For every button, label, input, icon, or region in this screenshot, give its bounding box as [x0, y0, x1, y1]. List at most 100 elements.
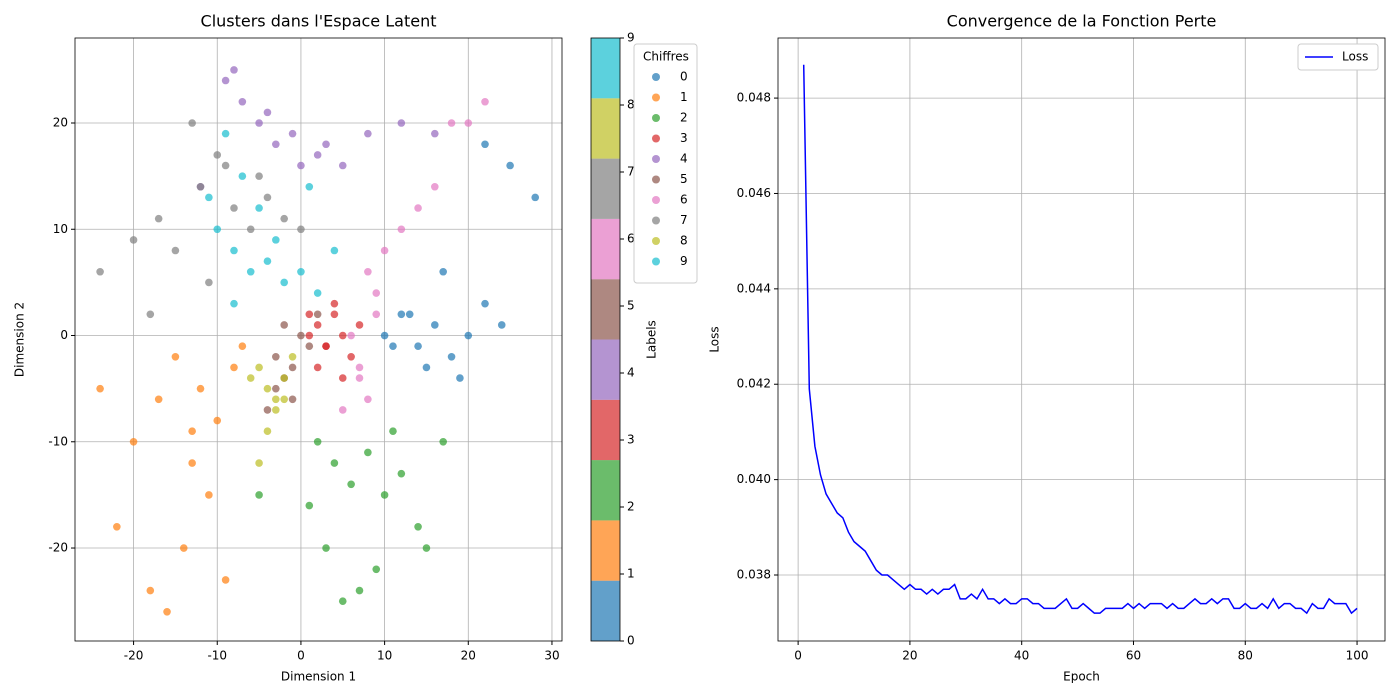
- scatter-point: [313, 321, 322, 329]
- legend-label: 9: [680, 254, 688, 268]
- legend-title: Chiffres: [643, 50, 689, 64]
- scatter-point: [364, 129, 372, 138]
- colorbar-segment: [591, 279, 620, 340]
- y-tick-label: 0.048: [737, 91, 771, 105]
- scatter-point: [364, 448, 372, 457]
- scatter-point: [263, 427, 272, 435]
- legend-label: 3: [680, 131, 688, 145]
- scatter-point: [146, 586, 155, 595]
- legend-label: 4: [680, 152, 688, 166]
- scatter-point: [380, 331, 389, 340]
- legend-box: [1297, 43, 1379, 71]
- scatter-point: [255, 172, 263, 180]
- scatter-point: [355, 363, 364, 372]
- scatter-point: [431, 321, 439, 329]
- scatter-point: [280, 278, 288, 287]
- colorbar-segment: [591, 218, 620, 280]
- scatter-point: [322, 544, 330, 552]
- x-axis-label: Epoch: [1063, 670, 1100, 684]
- scatter-point: [272, 352, 280, 361]
- plot-frame: [74, 37, 563, 642]
- scatter-point: [305, 342, 314, 350]
- scatter-point: [263, 384, 272, 393]
- x-tick-label: 60: [1126, 649, 1141, 663]
- scatter-point: [414, 342, 422, 350]
- scatter-point: [397, 119, 406, 127]
- colorbar-segment: [591, 38, 620, 99]
- colorbar-tick-label: 7: [627, 165, 635, 179]
- colorbar-label: Labels: [645, 320, 659, 359]
- colorbar-segment: [591, 339, 620, 400]
- scatter-point: [288, 352, 297, 361]
- legend-marker: [652, 73, 660, 81]
- colorbar-segment: [591, 460, 620, 521]
- scatter-point: [255, 204, 263, 212]
- x-tick-label: 30: [544, 649, 559, 663]
- scatter-point: [154, 214, 163, 223]
- legend-marker: [652, 216, 660, 225]
- chart-title: Clusters dans l'Espace Latent: [201, 12, 437, 31]
- scatter-point: [380, 491, 389, 499]
- scatter-point: [272, 406, 280, 414]
- x-tick-label: 0: [794, 649, 802, 663]
- scatter-point: [255, 459, 263, 467]
- scatter-point: [414, 522, 422, 531]
- scatter-point: [255, 363, 263, 372]
- scatter-point: [313, 363, 322, 372]
- scatter-point: [188, 427, 196, 435]
- y-tick-label: 10: [53, 222, 68, 236]
- scatter-point: [205, 278, 213, 287]
- scatter-point: [330, 459, 339, 467]
- y-tick-label: 0.046: [737, 186, 771, 200]
- scatter-point: [96, 267, 104, 276]
- scatter-point: [238, 342, 247, 350]
- legend-marker: [652, 93, 660, 102]
- plot-frame: [777, 37, 1386, 642]
- scatter-point: [288, 395, 297, 404]
- scatter-point: [456, 374, 464, 382]
- scatter-point: [347, 352, 355, 361]
- scatter-point: [113, 522, 121, 531]
- scatter-point: [230, 246, 238, 255]
- legend-label: 8: [680, 234, 688, 248]
- scatter-point: [213, 225, 222, 234]
- y-tick-label: -20: [48, 541, 68, 555]
- scatter-point: [338, 161, 347, 170]
- scatter-point: [179, 544, 188, 552]
- scatter-point: [397, 225, 406, 234]
- scatter-point: [263, 406, 272, 414]
- scatter-point: [422, 363, 431, 372]
- scatter-point: [364, 267, 372, 276]
- scatter-point: [272, 140, 280, 149]
- colorbar-tick-label: 3: [627, 433, 635, 447]
- scatter-point: [389, 342, 397, 350]
- scatter-point: [238, 172, 247, 180]
- scatter-point: [288, 129, 297, 138]
- scatter-point: [221, 129, 230, 138]
- legend-label: 7: [680, 213, 688, 227]
- scatter-point: [481, 97, 489, 106]
- scatter-point: [246, 225, 255, 234]
- scatter-point: [389, 427, 397, 435]
- scatter-point: [313, 289, 322, 297]
- y-tick-label: 20: [53, 116, 68, 130]
- scatter-point: [171, 246, 180, 255]
- scatter-point: [322, 342, 330, 350]
- scatter-point: [464, 119, 473, 127]
- scatter-point: [246, 267, 255, 276]
- x-tick-label: 20: [902, 649, 917, 663]
- colorbar-segment: [591, 98, 620, 159]
- scatter-point: [313, 151, 322, 159]
- x-axis-label: Dimension 1: [281, 670, 356, 684]
- scatter-point: [422, 544, 431, 552]
- legend-marker: [652, 196, 660, 204]
- scatter-point: [439, 437, 447, 446]
- loss-line: [802, 64, 1358, 615]
- scatter-point: [196, 182, 205, 191]
- scatter-point: [280, 321, 288, 329]
- scatter-point: [497, 321, 506, 329]
- scatter-point: [297, 267, 305, 276]
- scatter-point: [272, 236, 280, 244]
- y-tick-label: -10: [48, 434, 68, 448]
- scatter-point: [171, 352, 180, 361]
